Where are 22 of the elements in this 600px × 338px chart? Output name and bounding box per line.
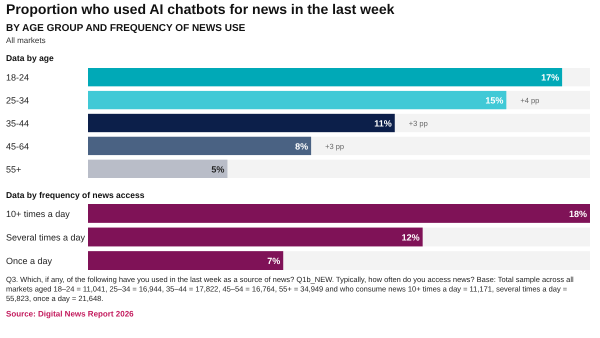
data-label: 12%	[402, 232, 420, 242]
source-note: Source: Digital News Report 2026	[6, 310, 134, 318]
y-tick-label: 45-64	[6, 141, 30, 152]
y-tick-label: 35-44	[6, 118, 30, 128]
y-tick-label: Several times a day	[6, 232, 86, 242]
data-label: 17%	[541, 72, 560, 83]
chart-title: Data by frequency of news access	[6, 190, 145, 200]
data-label: 15%	[485, 96, 504, 106]
text: All markets	[6, 36, 46, 45]
data-label: 18%	[568, 208, 587, 219]
y-tick-label: 10+ times a day	[6, 208, 70, 219]
data-label: 5%	[211, 164, 224, 174]
data-label: 11%	[374, 118, 392, 128]
y-tick-label: 55+	[6, 164, 22, 174]
data-label: 7%	[267, 256, 280, 266]
text: Data by age	[6, 53, 54, 63]
data-label: 8%	[295, 141, 308, 152]
y-tick-label: 18-24	[6, 72, 30, 83]
y-tick-label: 25-34	[6, 96, 30, 106]
y-tick-label: Once a day	[6, 256, 53, 266]
chart-subtitle: BY AGE GROUP AND FREQUENCY OF NEWS USE	[6, 23, 246, 34]
chart-title: Proportion who used AI chatbots for news in the last week	[6, 1, 395, 17]
